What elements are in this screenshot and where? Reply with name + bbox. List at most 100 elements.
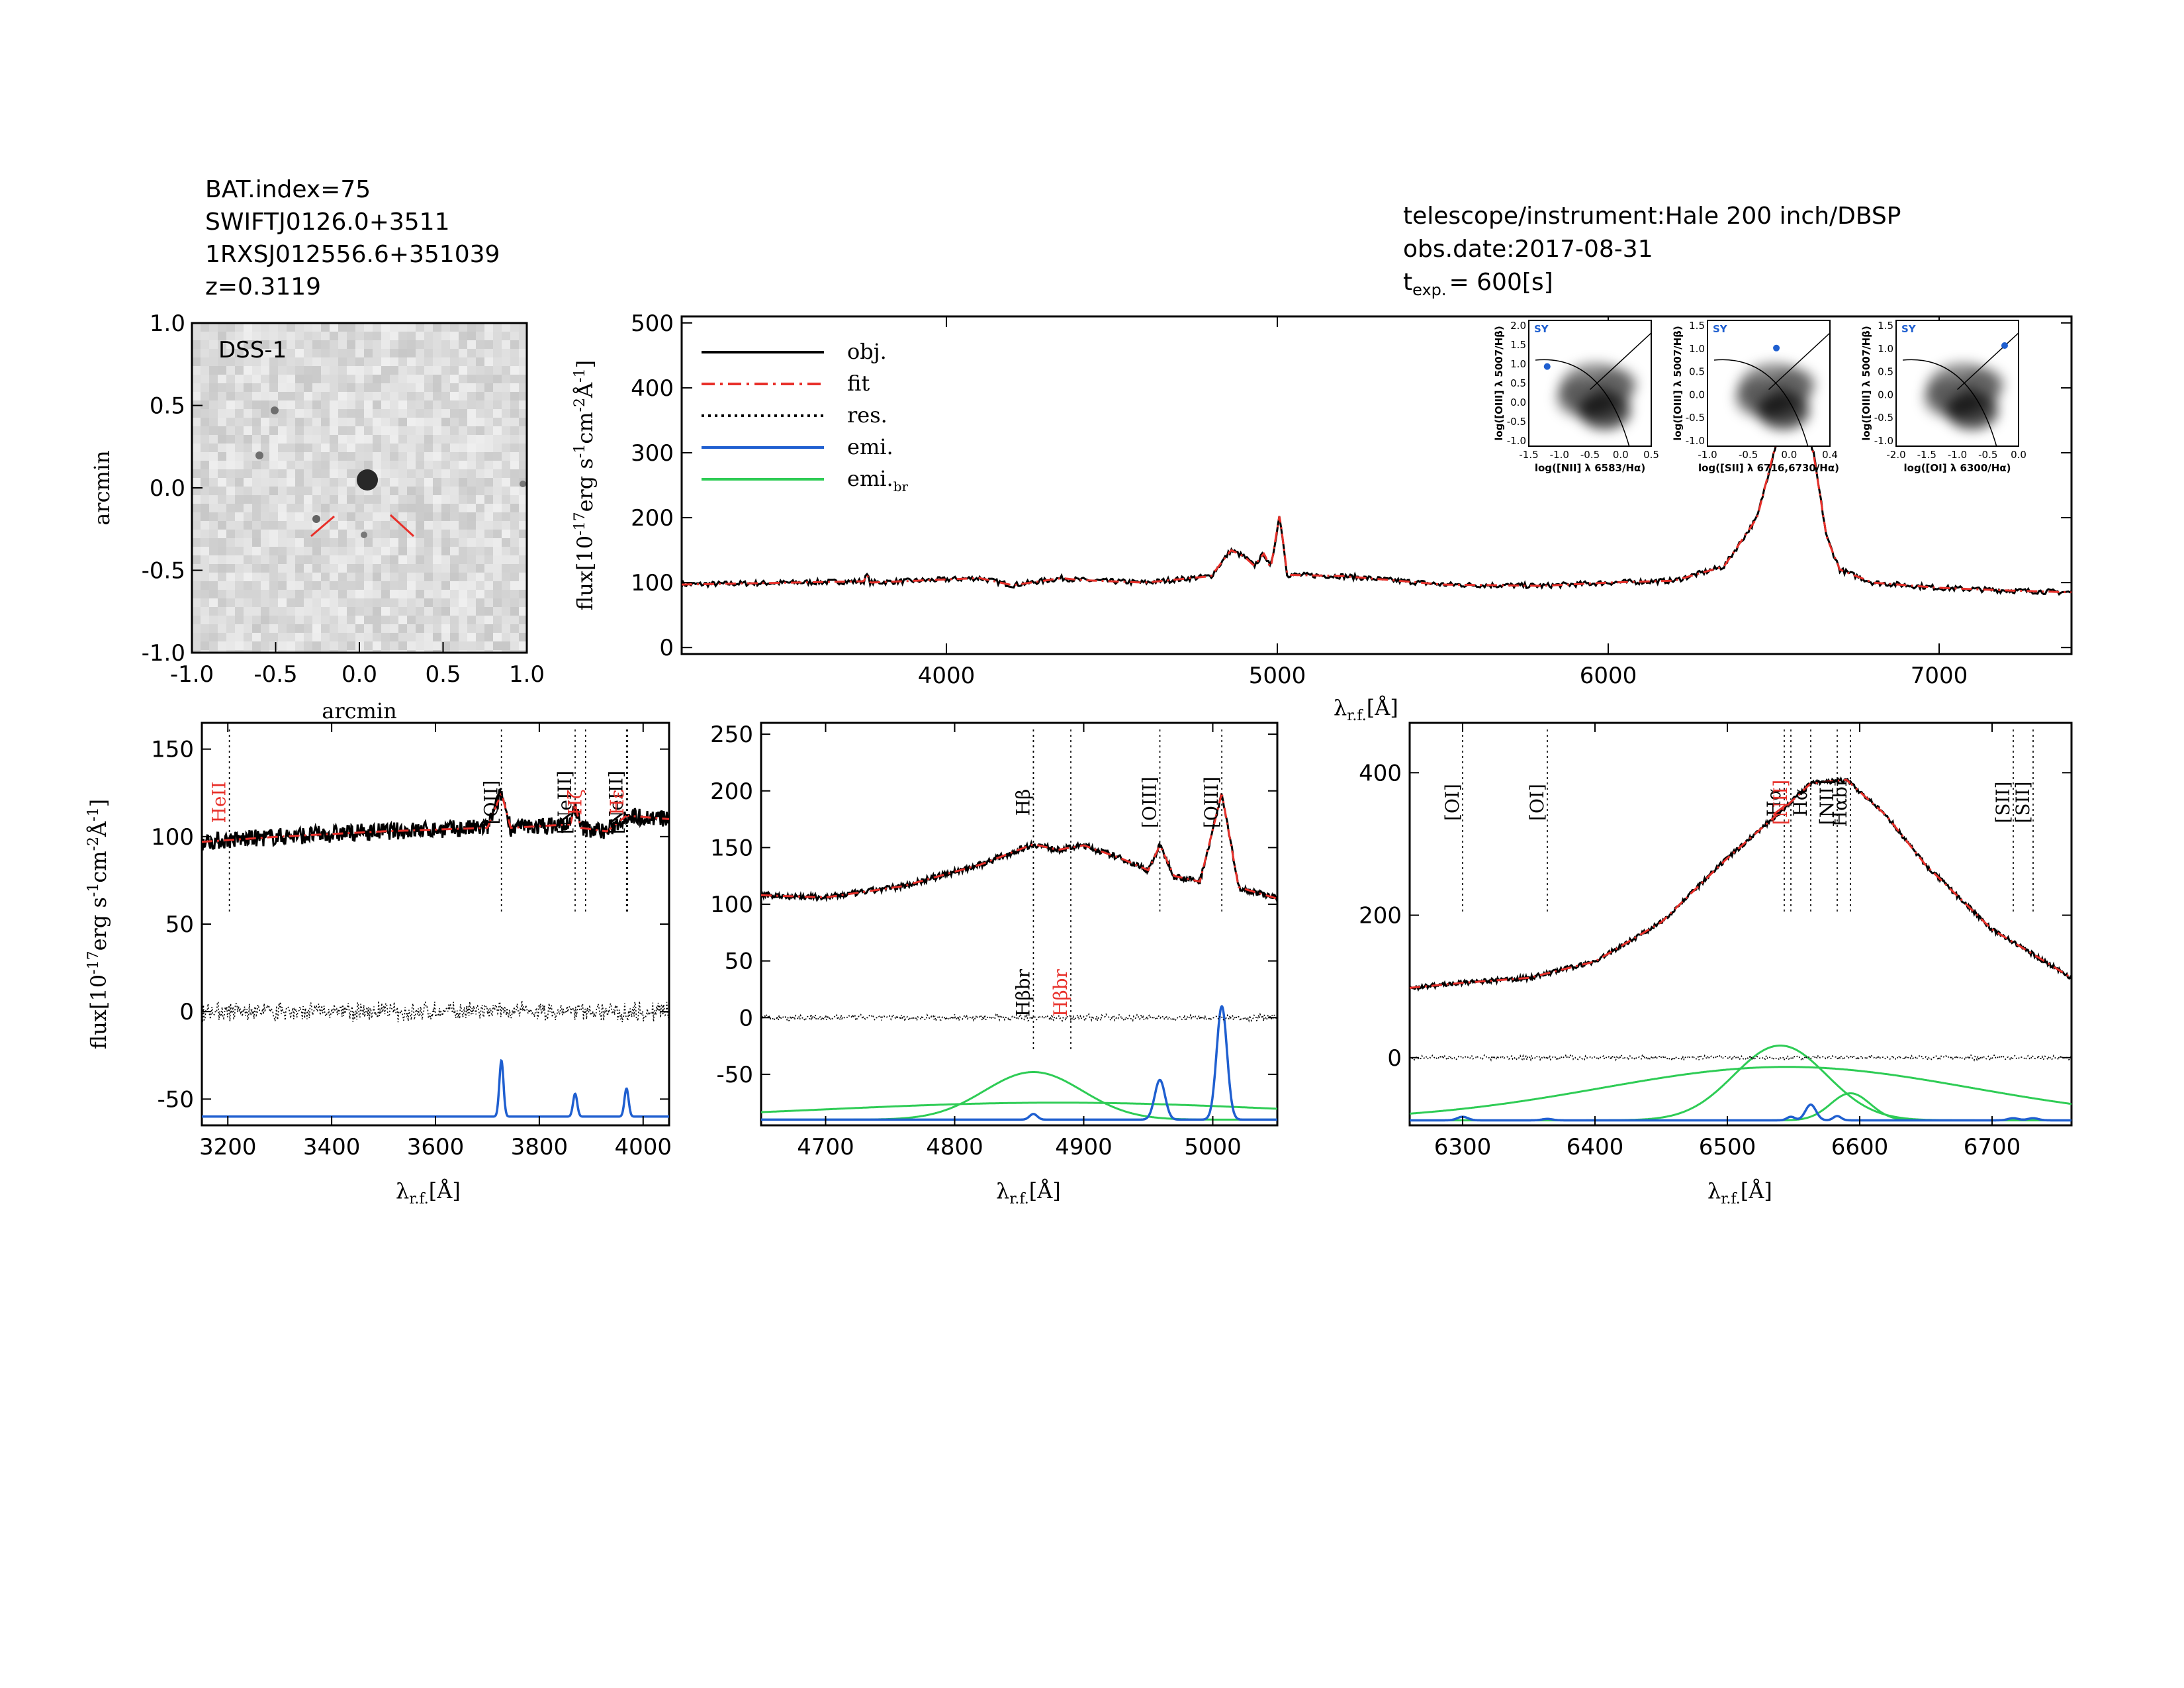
image-pixel: [218, 426, 226, 435]
image-pixel: [373, 323, 381, 332]
image-pixel: [502, 590, 510, 598]
image-pixel: [287, 357, 295, 366]
image-pixel: [304, 581, 312, 590]
image-pixel: [381, 530, 390, 538]
image-pixel: [424, 383, 433, 392]
image-pixel: [519, 624, 527, 633]
image-pixel: [519, 435, 527, 444]
image-pixel: [459, 564, 467, 573]
bpt-x-tick-label: -1.5: [1917, 449, 1936, 461]
image-pixel: [209, 392, 218, 400]
image-pixel: [510, 444, 519, 452]
image-pixel: [287, 487, 295, 495]
image-pixel: [398, 607, 407, 616]
image-pixel: [209, 461, 218, 469]
image-pixel: [192, 581, 201, 590]
image-pixel: [424, 409, 433, 418]
image-pixel: [493, 495, 502, 504]
image-pixel: [201, 323, 209, 332]
image-pixel: [321, 538, 330, 547]
image-pixel: [467, 590, 476, 598]
image-pixel: [450, 340, 459, 349]
image-pixel: [252, 487, 261, 495]
image-pixel: [347, 418, 355, 426]
x-tick-label: 4800: [926, 1134, 983, 1160]
image-pixel: [510, 504, 519, 512]
image-pixel: [252, 478, 261, 487]
y-tick-label: -1.0: [142, 640, 185, 667]
image-pixel: [304, 633, 312, 641]
image-pixel: [510, 332, 519, 340]
image-pixel: [252, 512, 261, 521]
bpt-y-tick-label: -0.5: [1686, 412, 1705, 424]
image-pixel: [441, 383, 450, 392]
image-pixel: [226, 392, 235, 400]
image-pixel: [364, 392, 373, 400]
image-pixel: [390, 581, 398, 590]
image-pixel: [424, 357, 433, 366]
exposure-time: texp. = 600[s]: [1403, 269, 1553, 299]
image-pixel: [226, 409, 235, 418]
y-tick-label: 400: [1359, 760, 1402, 786]
image-pixel: [441, 573, 450, 581]
dss-image: [192, 323, 527, 653]
image-pixel: [416, 573, 424, 581]
image-pixel: [261, 444, 269, 452]
image-pixel: [338, 512, 347, 521]
image-pixel: [484, 538, 493, 547]
object-spectrum-line: [202, 787, 669, 851]
image-pixel: [278, 538, 287, 547]
image-pixel: [467, 332, 476, 340]
image-pixel: [433, 504, 441, 512]
image-pixel: [390, 392, 398, 400]
image-pixel: [381, 590, 390, 598]
image-pixel: [252, 392, 261, 400]
demarcation-curve: [1535, 359, 1630, 447]
image-pixel: [519, 607, 527, 616]
image-pixel: [484, 332, 493, 340]
image-pixel: [476, 650, 484, 653]
image-pixel: [493, 478, 502, 487]
image-pixel: [244, 357, 252, 366]
image-pixel: [381, 607, 390, 616]
image-pixel: [424, 633, 433, 641]
image-pixel: [390, 332, 398, 340]
image-pixel: [441, 323, 450, 332]
image-pixel: [484, 633, 493, 641]
image-pixel: [493, 357, 502, 366]
object-spectrum-line: [682, 389, 2071, 596]
image-pixel: [484, 504, 493, 512]
image-pixel: [201, 383, 209, 392]
image-pixel: [433, 469, 441, 478]
image-pixel: [226, 332, 235, 340]
y-tick-label: 0: [739, 1005, 753, 1031]
line-label: HeII: [208, 781, 230, 823]
redshift: z=0.3119: [205, 273, 321, 301]
image-pixel: [338, 469, 347, 478]
line-label: [OII]: [480, 780, 502, 825]
image-pixel: [278, 375, 287, 383]
image-pixel: [373, 495, 381, 504]
image-pixel: [244, 624, 252, 633]
image-pixel: [484, 340, 493, 349]
image-pixel: [321, 530, 330, 538]
image-pixel: [467, 478, 476, 487]
image-pixel: [295, 383, 304, 392]
image-pixel: [424, 392, 433, 400]
image-pixel: [355, 607, 364, 616]
image-pixel: [295, 547, 304, 555]
image-pixel: [330, 340, 338, 349]
bpt-inset: SY-1.0 -0.5 0.0 0.41.51.00.50.0-0.5-1.0log(…: [1672, 320, 1839, 474]
image-pixel: [450, 573, 459, 581]
image-pixel: [424, 530, 433, 538]
image-pixel: [278, 332, 287, 340]
image-pixel: [244, 452, 252, 461]
bpt-x-tick-label: -1.0: [1698, 449, 1717, 461]
image-pixel: [519, 323, 527, 332]
image-pixel: [433, 555, 441, 564]
image-pixel: [261, 633, 269, 641]
y-tick-label: 200: [631, 505, 674, 532]
image-pixel: [252, 426, 261, 435]
image-pixel: [321, 418, 330, 426]
image-pixel: [476, 641, 484, 650]
